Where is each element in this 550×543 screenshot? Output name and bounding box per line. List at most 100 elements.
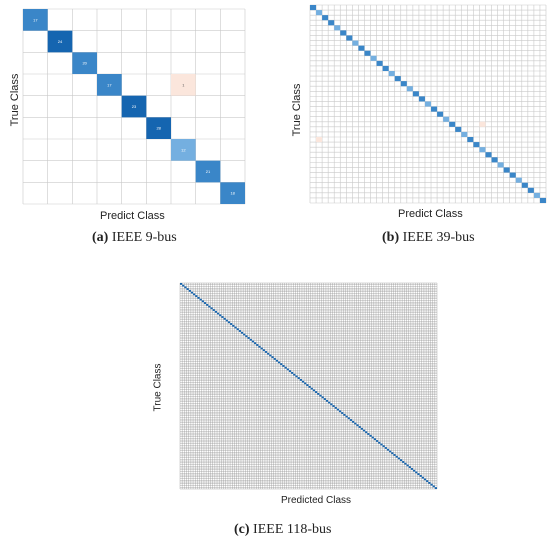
diagonal-cell: [376, 60, 383, 66]
diagonal-cell: [423, 478, 427, 481]
diagonal-cell: [352, 420, 355, 423]
diagonal-cell: [410, 468, 414, 470]
diagonal-cell: [310, 387, 313, 390]
cell-value-label: 21: [206, 169, 211, 174]
diagonal-cell: [380, 443, 383, 446]
diagonal-cell: [332, 405, 335, 407]
diagonal-cell: [293, 373, 296, 376]
diagonal-cell: [240, 331, 244, 334]
cell-value-label: 12: [181, 147, 186, 152]
diagonal-cell: [389, 450, 392, 453]
heatmap-c: [179, 282, 438, 490]
diagonal-cell: [190, 291, 194, 294]
diagonal-cell: [308, 386, 311, 388]
diagonal-cell: [273, 358, 276, 360]
diagonal-cell: [206, 303, 209, 306]
diagonal-cell: [426, 480, 429, 483]
diagonal-cell: [295, 375, 298, 378]
diagonal-cell: [297, 377, 300, 380]
diagonal-cell: [201, 300, 204, 303]
diagonal-cell: [419, 475, 422, 477]
diagonal-cell: [330, 403, 333, 406]
diagonal-cell: [521, 182, 528, 188]
diagonal-cell: [340, 30, 347, 36]
heatmap-b: [309, 4, 547, 204]
grid-lines: [309, 4, 547, 204]
diagonal-cell: [347, 417, 350, 420]
diagonal-cell: [473, 142, 480, 148]
diagonal-cell: [382, 65, 389, 71]
diagonal-cell: [485, 152, 492, 158]
diagonal-cell: [365, 431, 368, 434]
diagonal-cell: [373, 438, 377, 441]
diagonal-cell: [72, 52, 97, 74]
diagonal-cell: [402, 461, 405, 463]
diagonal-cell: [310, 5, 317, 11]
caption-b: (b) IEEE 39-bus: [382, 230, 475, 246]
diagonal-cell: [278, 361, 281, 364]
xlabel-a: Predict Class: [100, 210, 165, 222]
off-diagonal-cell: [316, 137, 323, 143]
diagonal-cell: [325, 399, 329, 402]
diagonal-cell: [364, 50, 371, 56]
diagonal-cell: [338, 410, 342, 413]
diagonal-cell: [399, 459, 403, 462]
off-diagonal-cell: [171, 74, 196, 96]
diagonal-cell: [230, 323, 233, 325]
diagonal-cell: [437, 111, 444, 117]
diagonal-cell: [256, 344, 259, 346]
panel-c: True Class Predicted Class (c) IEEE 118-…: [140, 272, 450, 543]
diagonal-cell: [291, 372, 294, 374]
diagonal-cell: [417, 473, 420, 476]
diagonal-cell: [449, 121, 456, 127]
diagonal-cell: [455, 126, 462, 132]
diagonal-cell: [341, 412, 344, 414]
diagonal-cell: [245, 335, 248, 338]
cell-value-label: 20: [82, 61, 87, 66]
diagonal-cell: [503, 167, 510, 173]
diagonal-cell: [408, 466, 411, 469]
diagonal-cell: [412, 91, 419, 97]
diagonal-cell: [343, 413, 346, 416]
diagonal-cell: [360, 427, 363, 430]
diagonal-cell: [358, 45, 365, 51]
diagonal-cell: [349, 419, 353, 421]
diagonal-cell: [378, 441, 381, 444]
diagonal-cell: [212, 309, 215, 311]
diagonal-cell: [394, 76, 401, 82]
diagonal-cell: [254, 342, 257, 345]
caption-a-text: IEEE 9-bus: [111, 230, 177, 245]
cell-value-label: 24: [58, 39, 63, 44]
diagonal-cell: [275, 359, 279, 362]
diagonal-cell: [354, 422, 357, 425]
diagonal-cell: [497, 162, 504, 168]
diagonal-cell: [322, 15, 329, 21]
diagonal-cell: [221, 316, 224, 318]
diagonal-cell: [384, 447, 387, 449]
diagonal-cell: [376, 440, 379, 442]
diagonal-cell: [395, 455, 398, 458]
diagonal-cell: [367, 433, 370, 435]
diagonal-cell: [195, 160, 221, 183]
off-diagonal-cell: [479, 121, 486, 127]
diagonal-cell: [193, 293, 196, 296]
diagonal-cell: [404, 462, 407, 465]
diagonal-cell: [527, 187, 534, 193]
cell-value-label: 17: [33, 17, 38, 22]
diagonal-cell: [299, 379, 302, 381]
diagonal-cell: [352, 40, 359, 46]
diagonal-cell: [315, 391, 318, 393]
ylabel-b: True Class: [291, 83, 303, 137]
diagonal-cell: [288, 370, 292, 373]
diagonal-cell: [236, 328, 239, 331]
diagonal-cell: [345, 415, 348, 418]
diagonal-cell: [312, 389, 316, 392]
diagonal-cell: [382, 445, 385, 448]
diagonal-cell: [328, 401, 331, 404]
diagonal-cell: [533, 192, 540, 198]
diagonal-cell: [47, 30, 73, 53]
diagonal-cell: [304, 382, 307, 385]
diagonal-cell: [97, 74, 122, 96]
diagonal-cell: [358, 426, 361, 428]
diagonal-cell: [421, 476, 424, 479]
